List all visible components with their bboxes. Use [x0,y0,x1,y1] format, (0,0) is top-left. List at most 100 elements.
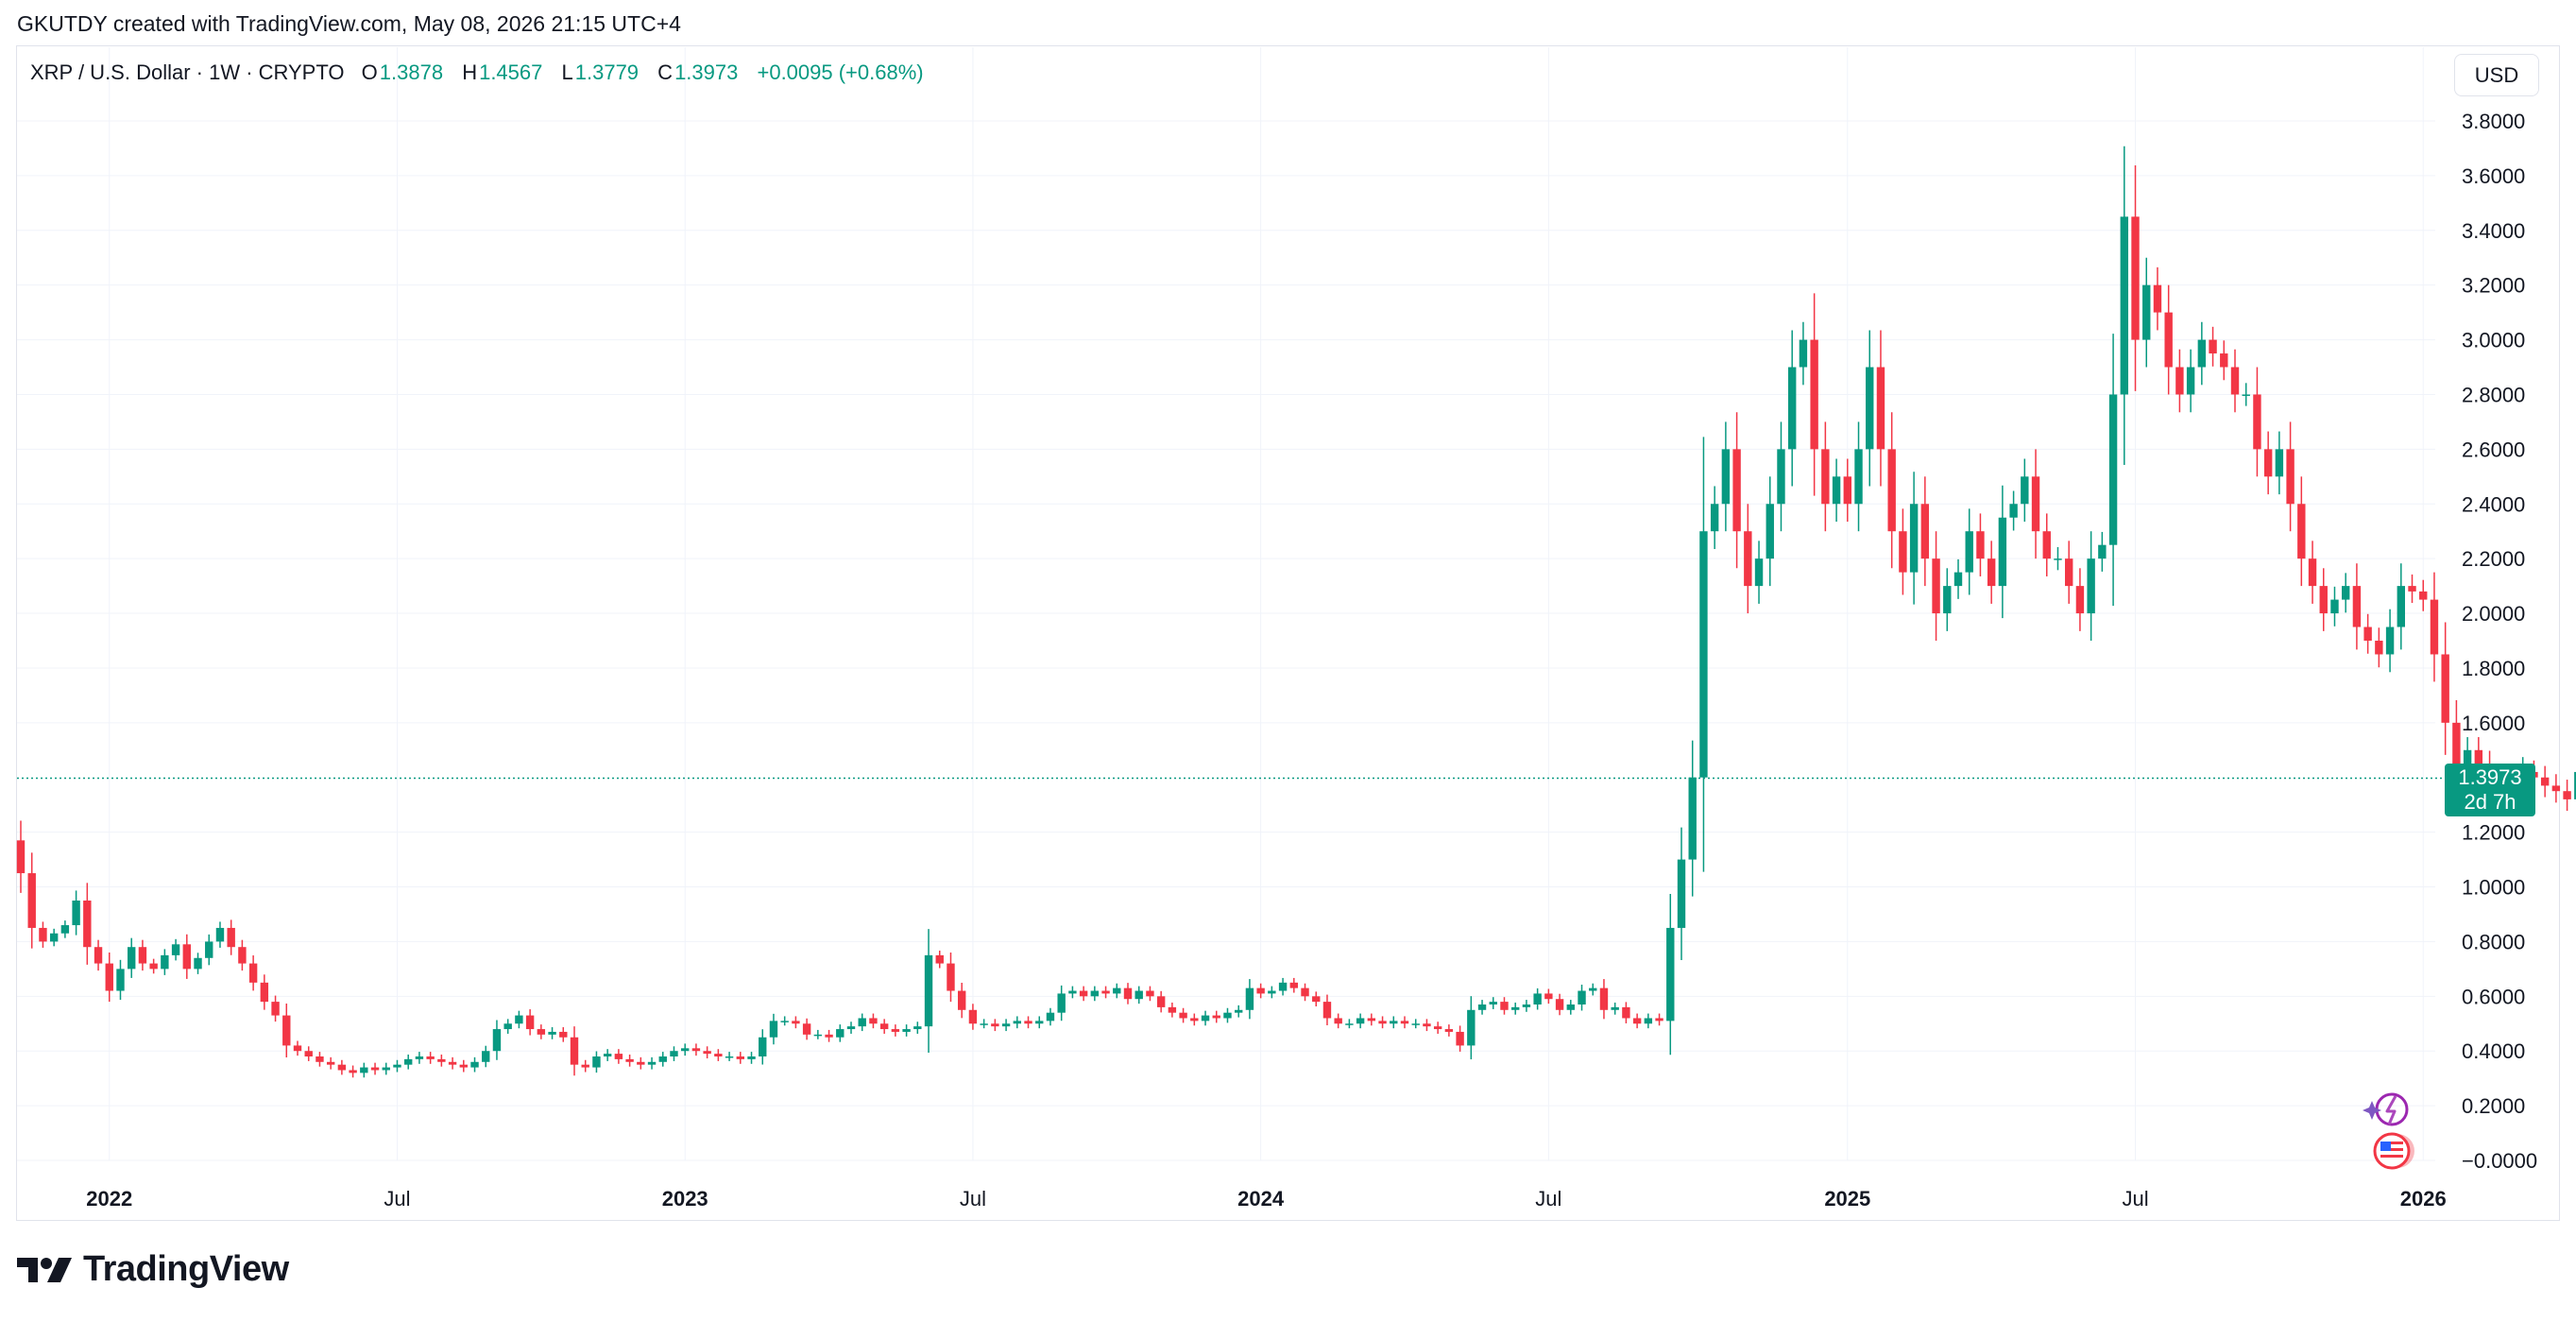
candle[interactable] [2375,627,2383,668]
candle[interactable] [548,1027,556,1039]
candle[interactable] [1555,993,1564,1016]
candle[interactable] [49,928,59,947]
candle[interactable] [2098,531,2107,572]
candle[interactable] [1511,1002,1520,1015]
candle[interactable] [227,919,235,955]
candle[interactable] [1899,508,1907,595]
candle[interactable] [2563,780,2571,812]
candle[interactable] [337,1059,347,1075]
candle[interactable] [1378,1016,1387,1029]
candle[interactable] [1090,986,1100,1002]
candle[interactable] [2385,609,2395,673]
candle[interactable] [802,1018,811,1040]
candle[interactable] [2352,563,2362,650]
candle[interactable] [1444,1024,1454,1037]
candle[interactable] [1943,568,1952,631]
candle[interactable] [1932,531,1940,641]
candle[interactable] [1677,827,1686,960]
candle[interactable] [1433,1022,1442,1034]
candle[interactable] [1278,977,1288,996]
candle[interactable] [171,938,180,961]
lightning-sparkle-icon[interactable] [2362,1089,2418,1130]
candle[interactable] [194,953,202,974]
candle[interactable] [1754,541,1764,604]
candle[interactable] [470,1056,479,1073]
candle[interactable] [2242,383,2250,406]
candle[interactable] [769,1013,778,1045]
candle[interactable] [625,1054,634,1067]
candle[interactable] [1655,1013,1663,1026]
candle[interactable] [2131,165,2140,391]
candle[interactable] [2108,334,2118,607]
candle[interactable] [116,959,125,1001]
candle[interactable] [858,1013,866,1032]
candle[interactable] [1699,437,1708,872]
candle[interactable] [293,1040,302,1056]
candle[interactable] [1024,1016,1032,1029]
candle[interactable] [138,939,147,971]
candle[interactable] [2075,568,2085,631]
candle[interactable] [16,820,26,893]
candle[interactable] [382,1062,390,1075]
candle[interactable] [2087,531,2095,641]
candle[interactable] [2441,622,2449,755]
candle[interactable] [1832,458,1841,523]
candle[interactable] [2220,340,2228,381]
candle[interactable] [1998,485,2007,619]
candle[interactable] [1013,1016,1021,1029]
candle[interactable] [1489,997,1497,1009]
candle[interactable] [1268,986,1276,999]
candle[interactable] [393,1059,401,1073]
candle[interactable] [1123,983,1133,1004]
candle[interactable] [1134,986,1143,1004]
currency-button[interactable]: USD [2454,54,2539,96]
candle[interactable] [980,1019,988,1029]
candle[interactable] [1566,1000,1575,1015]
candle[interactable] [1854,421,1863,532]
us-flag-icon[interactable] [2369,1130,2420,1172]
candle[interactable] [1500,997,1509,1015]
candle[interactable] [1289,977,1298,993]
candle[interactable] [1390,1016,1398,1029]
candle[interactable] [2197,321,2207,386]
candle[interactable] [725,1052,734,1061]
candle[interactable] [448,1056,457,1070]
candle[interactable] [1423,1019,1431,1032]
candle[interactable] [913,1022,922,1034]
candle[interactable] [2021,458,2029,523]
candle[interactable] [459,1059,468,1073]
candle[interactable] [215,921,225,948]
candle[interactable] [1035,1016,1044,1029]
candle[interactable] [681,1043,690,1056]
candle[interactable] [1688,740,1697,897]
candle[interactable] [60,920,70,938]
candle[interactable] [1589,983,1597,996]
candle[interactable] [2009,490,2018,531]
candle[interactable] [670,1046,678,1061]
candle[interactable] [1799,321,1808,386]
candle[interactable] [482,1045,490,1068]
candle[interactable] [271,995,280,1022]
candle[interactable] [1201,1010,1210,1026]
candle[interactable] [2230,349,2240,413]
candle[interactable] [924,929,933,1053]
candle[interactable] [2153,266,2162,331]
candle[interactable] [1766,476,1774,587]
candle[interactable] [1721,421,1731,532]
candle[interactable] [2175,349,2184,413]
candle[interactable] [2065,541,2073,604]
candle[interactable] [2308,541,2317,604]
candle[interactable] [1887,412,1896,569]
candle[interactable] [2275,431,2284,495]
candle[interactable] [947,953,955,1003]
candle[interactable] [537,1024,546,1039]
candle[interactable] [1710,486,1719,550]
candle[interactable] [1544,988,1553,1004]
candle[interactable] [1046,1007,1055,1026]
candle[interactable] [2330,586,2339,627]
candle[interactable] [349,1065,357,1078]
candle[interactable] [1788,330,1797,487]
candle[interactable] [360,1062,368,1078]
candle[interactable] [2319,568,2328,631]
